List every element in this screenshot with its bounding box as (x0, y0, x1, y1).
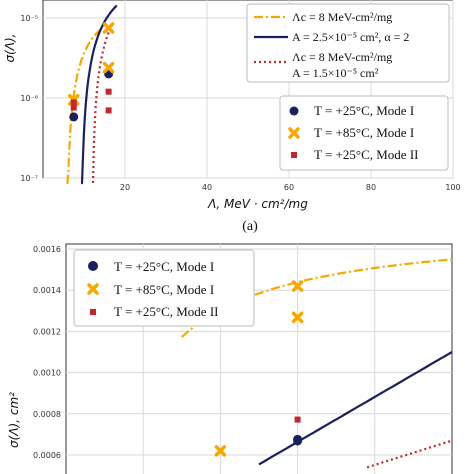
data-point (102, 22, 115, 34)
model-curve-dotted (91, 23, 114, 184)
data-point (293, 436, 303, 446)
y-tick-label: 0.0008 (33, 410, 61, 419)
data-legend-box-b (73, 249, 255, 327)
x-tick-label: 60 (284, 183, 294, 192)
panel-a-x-axis-label: Λ, MeV · cm²/mg (207, 197, 308, 211)
x-tick-label: 20 (120, 183, 130, 192)
data-legend-b-label-2: T = +85°C, Mode I (114, 282, 214, 297)
panel-b-data-legend: T = +25°C, Mode I T = +85°C, Mode I T = … (73, 249, 255, 327)
legend-marker-x-b (87, 283, 99, 295)
data-point (69, 112, 79, 122)
panel-b-y-ticks: 0.0006 0.0008 0.0010 0.0012 0.0014 0.0016 (33, 245, 61, 460)
data-point (105, 88, 112, 95)
model-legend-label-3a: Λc = 8 MeV-cm²/mg (292, 50, 392, 64)
data-point (70, 104, 77, 111)
data-point (105, 107, 112, 114)
panel-a-data-legend: T = +25°C, Mode I T = +85°C, Mode I T = … (279, 95, 449, 171)
y-tick-label: 0.0012 (33, 327, 61, 336)
model-legend-label-1: Λc = 8 MeV-cm²/mg (292, 10, 392, 24)
panel-b: 0.0006 0.0008 0.0010 0.0012 0.0014 0.0016 σ(Λ… (7, 243, 453, 474)
y-tick-label: 0.0006 (33, 451, 61, 460)
panel-a-data-points (68, 22, 115, 122)
legend-marker-circle-a (289, 106, 299, 116)
panel-a-model-legend: Λc = 8 MeV-cm²/mg A = 2.5×10⁻⁵ cm², α = … (246, 3, 450, 83)
data-legend-box-a (279, 95, 449, 171)
data-point (102, 61, 115, 74)
model-curve-solid (258, 351, 453, 466)
data-legend-a-label-3: T = +25°C, Mode II (314, 147, 418, 162)
model-curve-solid (80, 4, 118, 185)
panel-a-y-ticks: 10⁻⁷ 10⁻⁶ 10⁻⁵ (20, 14, 38, 183)
data-point (70, 99, 77, 106)
panel-a-x-ticks: 20 40 60 80 100 (120, 183, 461, 192)
panel-b-grid (66, 244, 452, 474)
panel-a: 20 40 60 80 100 10⁻⁷ 10⁻⁶ 10⁻⁵ σ(Λ), Λ, MeV · … (3, 0, 461, 234)
x-tick-label: 80 (366, 183, 376, 192)
y-tick-label: 10⁻⁶ (20, 94, 38, 103)
panel-b-plot-area (65, 243, 453, 474)
legend-marker-circle-b (88, 261, 98, 271)
legend-marker-square-a (291, 152, 297, 158)
model-legend-label-3b: A = 1.5×10⁻⁵ cm² (292, 66, 379, 80)
legend-marker-x-a (288, 127, 300, 139)
panel-a-y-axis-label: σ(Λ), (3, 34, 17, 63)
panel-b-data-points (214, 280, 304, 457)
x-tick-label: 100 (445, 183, 460, 192)
x-tick-label: 40 (202, 183, 212, 192)
panel-b-y-axis-label: σ(Λ), cm² (7, 392, 21, 448)
y-tick-label: 0.0014 (33, 286, 61, 295)
y-tick-label: 0.0010 (33, 369, 61, 378)
data-point (291, 280, 304, 292)
data-point (294, 416, 301, 423)
data-point (291, 311, 304, 324)
y-tick-label: 10⁻⁷ (20, 174, 38, 183)
y-tick-label: 0.0016 (33, 245, 61, 254)
model-legend-label-2: A = 2.5×10⁻⁵ cm², α = 2 (292, 30, 409, 44)
y-tick-label: 10⁻⁵ (20, 14, 38, 23)
data-legend-a-label-2: T = +85°C, Mode I (314, 125, 414, 140)
data-legend-a-label-1: T = +25°C, Mode I (314, 103, 414, 118)
data-legend-b-label-1: T = +25°C, Mode I (114, 259, 214, 274)
panel-a-caption: (a) (242, 219, 258, 234)
data-point (214, 445, 227, 457)
model-legend-box (246, 3, 450, 83)
data-legend-b-label-3: T = +25°C, Mode II (114, 304, 218, 319)
legend-marker-square-b (90, 309, 96, 315)
